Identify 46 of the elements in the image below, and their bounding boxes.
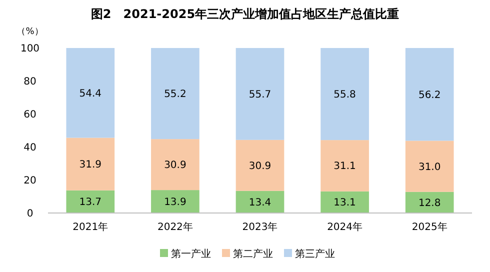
y-tick-label: 80 [24,76,36,88]
y-tick-label: 0 [26,208,34,220]
bar [151,139,200,190]
y-tick-label: 60 [24,110,36,120]
x-tick-label: 2021年 [72,221,108,233]
legend-label: 第一产业 [171,248,211,260]
data-label: 30.9 [164,160,186,172]
bar [151,48,200,140]
bar [151,190,200,213]
bar [405,140,454,192]
bar [66,190,115,213]
legend-label: 第三产业 [295,248,335,260]
bar [405,192,454,213]
data-label: 31.1 [334,161,356,172]
bar [66,48,115,138]
data-label: 12.8 [418,198,441,209]
x-tick-label: 2024年 [327,221,363,233]
data-label: 13.7 [79,197,102,208]
y-tick-label: 100 [20,44,40,54]
x-tick-label: 2022年 [157,221,193,233]
bar [320,48,369,140]
y-tick-label: 20 [24,176,36,186]
legend-label: 第二产业 [233,248,273,260]
data-label: 13.4 [248,197,272,208]
data-label: 31.9 [79,160,102,171]
bar [320,191,369,213]
chart-title: 图2 2021-2025年三次产业增加值占地区生产总值比重 [90,7,400,21]
bar [236,48,284,140]
data-label: 56.2 [418,90,441,101]
data-label: 55.7 [248,89,272,100]
bar [236,190,284,213]
bar [236,140,284,191]
data-label: 55.2 [164,89,186,100]
x-tick-label: 2023年 [242,221,278,233]
data-label: 54.4 [79,88,102,100]
y-tick-label: 40 [24,142,36,154]
x-tick-label: 2025年 [412,221,448,233]
bar [66,138,115,190]
bar [405,48,454,141]
bar [320,140,369,192]
data-label: 30.9 [248,160,272,172]
data-label: 31.0 [418,162,441,173]
data-label: 13.1 [334,198,356,209]
data-label: 55.8 [334,90,356,101]
data-label: 13.9 [164,197,186,208]
y-axis-title: （%） [16,27,44,37]
